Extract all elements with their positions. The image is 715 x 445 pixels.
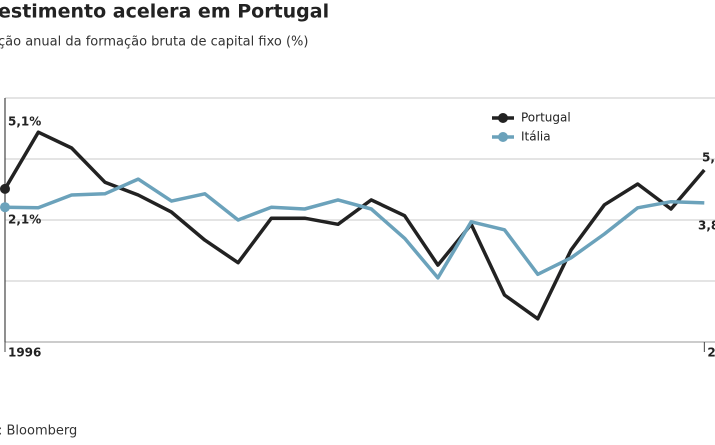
legend-label: Itália xyxy=(521,130,551,144)
series-line xyxy=(3,130,706,321)
start-dot xyxy=(0,183,10,194)
annotation: 2,1% xyxy=(8,213,41,227)
chart-subtitle: ção anual da formação bruta de capital f… xyxy=(0,35,308,50)
annotation: 5,1% xyxy=(8,115,41,129)
legend-label: Portugal xyxy=(521,111,571,125)
x-tick-label: 20 xyxy=(707,346,715,360)
x-tick-label: 1996 xyxy=(8,346,41,360)
annotation: 5,3 xyxy=(702,151,715,165)
annotation: 3,8 xyxy=(698,219,715,233)
series-line xyxy=(4,177,705,280)
legend-dot xyxy=(498,113,508,123)
start-dot xyxy=(0,202,10,213)
chart-title: estimento acelera em Portugal xyxy=(0,1,329,23)
legend-dot xyxy=(498,132,508,142)
source: : Bloomberg xyxy=(0,424,77,439)
